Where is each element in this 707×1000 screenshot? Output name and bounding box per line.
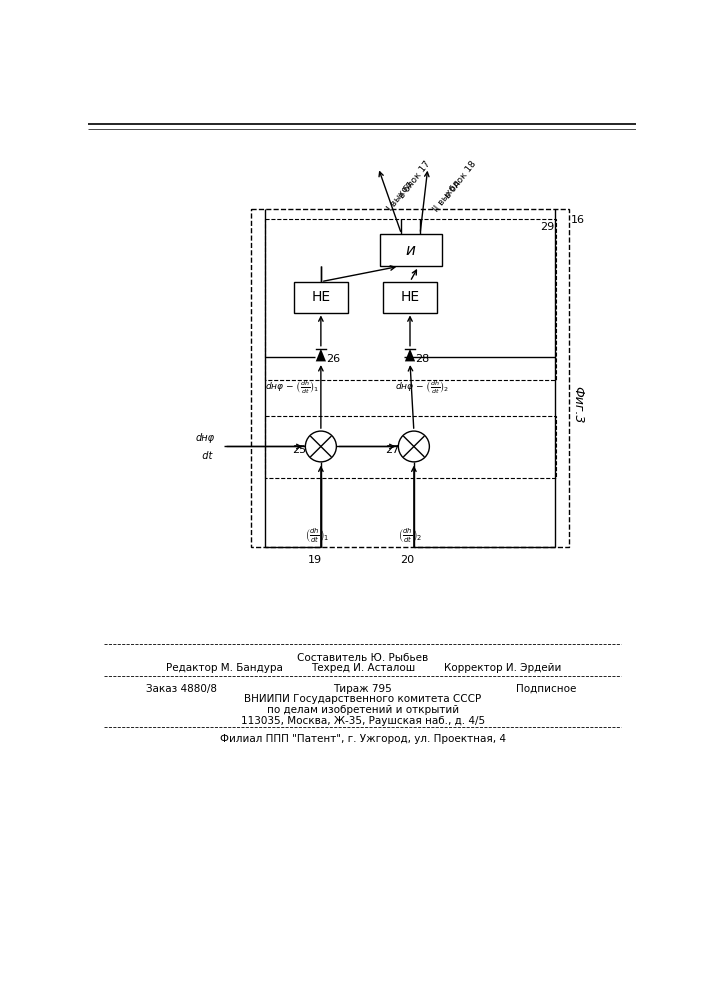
Text: dнφ: dнφ	[195, 433, 214, 443]
Text: Редактор М. Бандура: Редактор М. Бандура	[166, 663, 283, 673]
Text: 26: 26	[327, 354, 341, 364]
Text: $\left(\frac{dh}{dt}\right)_2$: $\left(\frac{dh}{dt}\right)_2$	[398, 527, 422, 545]
Text: I выход: I выход	[386, 179, 415, 212]
Text: Подписное: Подписное	[516, 684, 577, 694]
Bar	[380, 234, 442, 266]
Text: II выход: II выход	[432, 178, 462, 213]
Text: 113035, Москва, Ж-35, Раушская наб., д. 4/5: 113035, Москва, Ж-35, Раушская наб., д. …	[240, 716, 485, 726]
Text: Тираж 795: Тираж 795	[333, 684, 392, 694]
Text: Корректор И. Эрдейи: Корректор И. Эрдейи	[444, 663, 561, 673]
Text: 16: 16	[571, 215, 585, 225]
Text: НЕ: НЕ	[400, 290, 419, 304]
Text: 19: 19	[308, 555, 322, 565]
Text: dнφ $-$ $\left(\frac{dh}{dt}\right)_1$: dнφ $-$ $\left(\frac{dh}{dt}\right)_1$	[265, 380, 320, 396]
Text: и: и	[406, 243, 416, 258]
Text: dt: dt	[197, 451, 213, 461]
Text: 29: 29	[540, 222, 554, 232]
Bar	[265, 416, 556, 478]
Text: 27: 27	[385, 445, 399, 455]
Bar	[293, 282, 348, 312]
Text: Фиг.3: Фиг.3	[572, 386, 585, 424]
Text: 28: 28	[416, 354, 430, 364]
Text: Заказ 4880/8: Заказ 4880/8	[146, 684, 218, 694]
Text: $\left(\frac{dh}{dt}\right)_1$: $\left(\frac{dh}{dt}\right)_1$	[305, 527, 329, 545]
Text: в блок 17: в блок 17	[397, 160, 432, 201]
Bar	[251, 209, 569, 547]
Text: Филиал ППП "Патент", г. Ужгород, ул. Проектная, 4: Филиал ППП "Патент", г. Ужгород, ул. Про…	[220, 734, 506, 744]
Text: НЕ: НЕ	[311, 290, 330, 304]
Polygon shape	[405, 349, 415, 361]
Text: Составитель Ю. Рыбьев: Составитель Ю. Рыбьев	[297, 653, 428, 663]
Text: по делам изобретений и открытий: по делам изобретений и открытий	[267, 705, 459, 715]
Text: в блок 18: в блок 18	[443, 160, 478, 201]
Text: ВНИИПИ Государственного комитета СССР: ВНИИПИ Государственного комитета СССР	[244, 694, 481, 704]
Polygon shape	[316, 349, 326, 361]
Bar	[265, 219, 556, 380]
Bar	[383, 282, 437, 312]
Text: 25: 25	[292, 445, 306, 455]
Text: 20: 20	[401, 555, 415, 565]
Text: Техред И. Асталош: Техред И. Асталош	[310, 663, 415, 673]
Text: dнφ $-$ $\left(\frac{dh}{dt}\right)_2$: dнφ $-$ $\left(\frac{dh}{dt}\right)_2$	[395, 380, 449, 396]
